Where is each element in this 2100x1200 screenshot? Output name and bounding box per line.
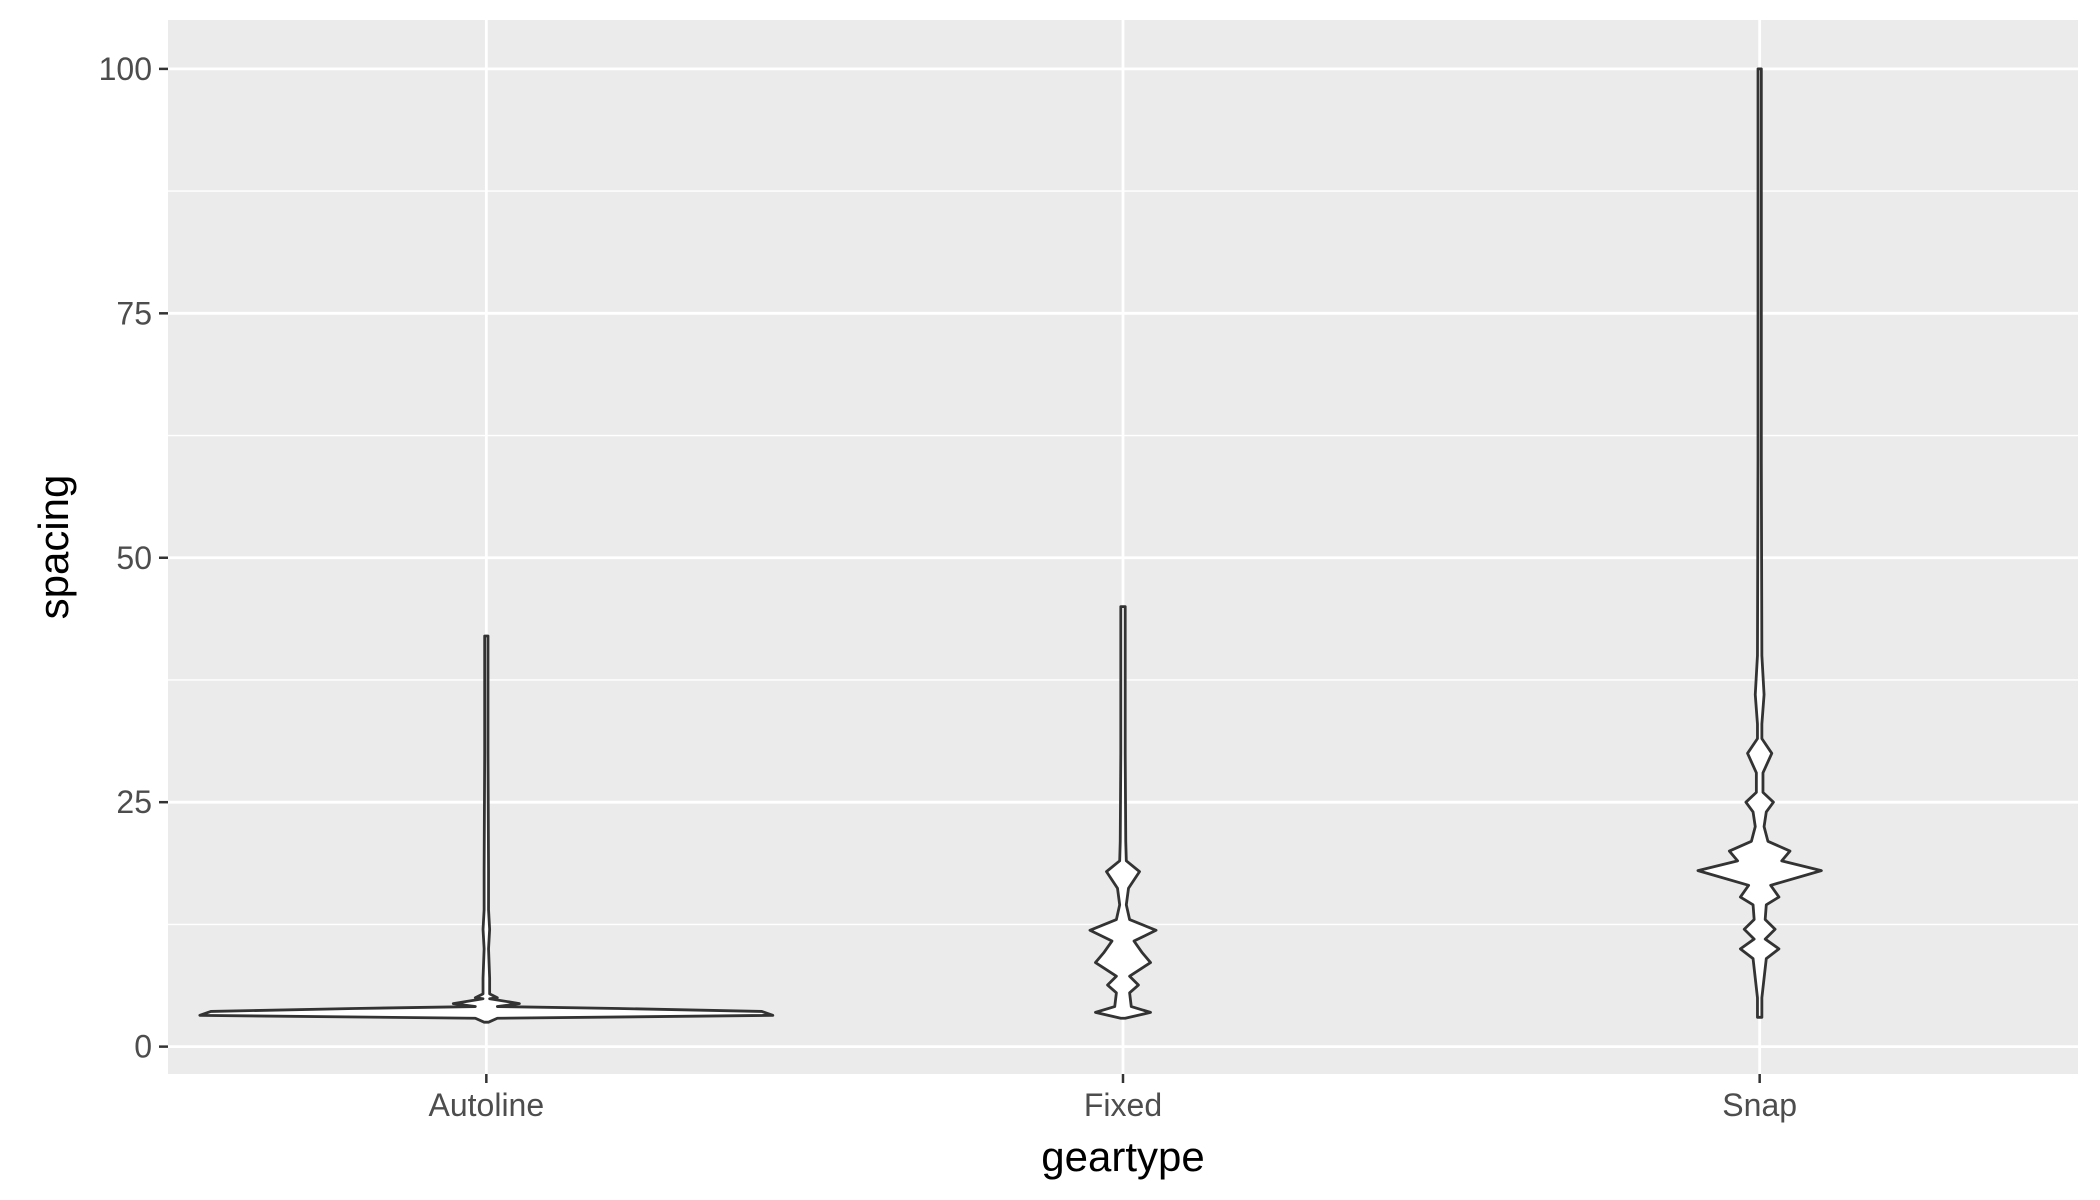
violin-fixed bbox=[1088, 605, 1158, 1020]
y-axis-title: spacing bbox=[30, 475, 77, 620]
y-tick-label: 0 bbox=[134, 1029, 152, 1065]
y-tick-label: 25 bbox=[116, 784, 152, 820]
violin-series bbox=[198, 67, 1823, 1024]
y-tick-label: 100 bbox=[99, 51, 152, 87]
x-tick-label: Fixed bbox=[1084, 1087, 1162, 1123]
y-axis: 0 25 50 75 100 bbox=[99, 51, 168, 1065]
violin-autoline bbox=[198, 634, 775, 1024]
y-tick-label: 50 bbox=[116, 540, 152, 576]
x-tick-label: Autoline bbox=[429, 1087, 545, 1123]
x-axis-title: geartype bbox=[1041, 1133, 1204, 1180]
y-tick-label: 75 bbox=[116, 295, 152, 331]
x-axis: Autoline Fixed Snap bbox=[429, 1074, 1797, 1123]
x-tick-label: Snap bbox=[1722, 1087, 1797, 1123]
violin-snap bbox=[1696, 67, 1823, 1019]
